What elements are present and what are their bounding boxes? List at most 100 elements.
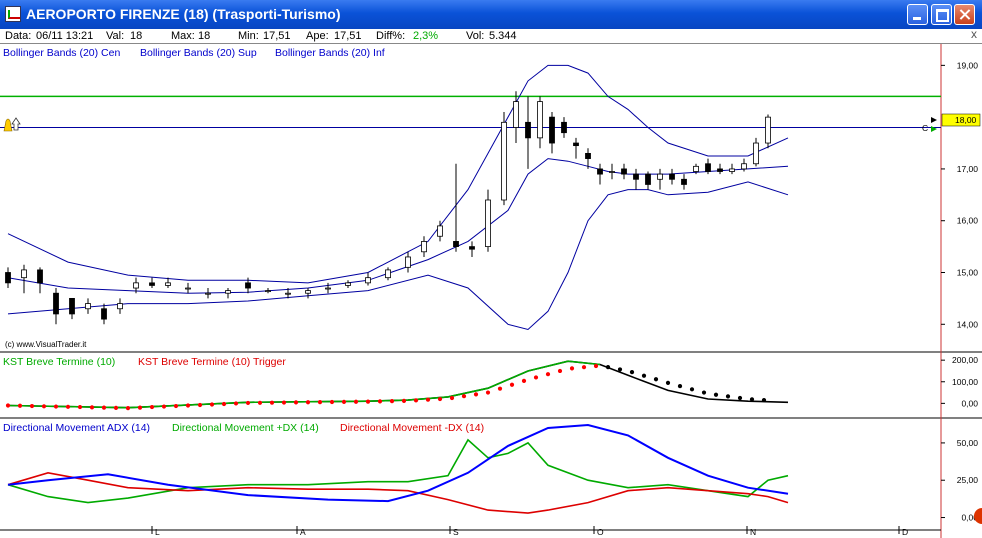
minus-dx-line — [7, 471, 789, 514]
candle — [101, 303, 107, 325]
candle — [717, 163, 723, 175]
close-button[interactable] — [954, 4, 975, 25]
scroll-indicator-icon[interactable] — [974, 508, 982, 524]
axis-label: 100,00 — [952, 377, 978, 387]
kst-trigger-dot — [701, 390, 707, 395]
app-chart-icon — [5, 6, 21, 22]
candle-body — [265, 290, 271, 293]
kst-trigger-dot — [221, 401, 227, 407]
info-close-button[interactable]: x — [971, 27, 977, 41]
axis-label: 0,00 — [961, 398, 978, 408]
candle-body — [609, 171, 615, 173]
ape-label: Ape: — [306, 30, 329, 42]
adx-axis-labels: 0,00 25,00 50,00 — [941, 438, 978, 523]
candle-body — [765, 116, 771, 144]
kst-trigger-dot — [305, 400, 311, 405]
candle-body — [585, 152, 591, 159]
legend-adx: Directional Movement ADX (14) — [3, 422, 150, 434]
axis-label: 15,00 — [957, 268, 979, 278]
axis-label: 200,00 — [952, 355, 978, 365]
plus-dx-line — [7, 438, 789, 504]
minimize-button[interactable] — [907, 4, 928, 25]
candle-body — [485, 199, 491, 248]
candle — [225, 288, 231, 299]
candle-body — [453, 241, 459, 248]
data-label: Data: — [5, 30, 32, 42]
candle-body — [669, 173, 675, 180]
kst-trigger-dot — [473, 392, 479, 397]
candle — [245, 277, 251, 294]
candle-body — [645, 173, 651, 185]
candle-body — [573, 142, 579, 147]
window-title: AEROPORTO FIRENZE (18) (Trasporti-Turism… — [26, 6, 341, 22]
vol-value: 5.344 — [489, 30, 517, 42]
kst-trigger-dot — [605, 365, 611, 370]
candle — [325, 282, 331, 294]
candle-body — [385, 269, 391, 279]
legend-bb-cen: Bollinger Bands (20) Cen — [3, 47, 120, 59]
candle-body — [597, 168, 603, 175]
current-price-box — [941, 113, 981, 127]
candle-body — [225, 290, 231, 294]
alarm-bell-icon[interactable] — [3, 118, 13, 132]
window-titlebar: AEROPORTO FIRENZE (18) (Trasporti-Turism… — [0, 0, 982, 29]
kst-trigger-dot — [269, 400, 275, 405]
kst-trigger-dot — [689, 387, 695, 392]
maximize-button[interactable] — [931, 4, 952, 25]
adx-lines — [7, 423, 789, 514]
kst-trigger-dot — [725, 394, 731, 399]
kst-trigger-dot — [641, 373, 647, 378]
candle-body — [405, 256, 411, 268]
kst-trigger-dot — [185, 403, 191, 408]
kst-trigger-dot — [761, 397, 767, 403]
candle-body — [633, 173, 639, 180]
legend-kst: KST Breve Termine (10) — [3, 356, 115, 368]
candle-body — [185, 287, 191, 290]
axis-label: 50,00 — [957, 438, 979, 448]
chart-area: L A S O N D Bollinger Bands (20) Cen Bollinge… — [0, 44, 982, 538]
kst-trigger-dot — [29, 403, 35, 409]
candle-body — [325, 287, 331, 290]
time-label: D — [902, 527, 908, 537]
candle — [485, 189, 491, 252]
candle-body — [345, 282, 351, 286]
candle — [421, 236, 427, 257]
candle — [729, 163, 735, 175]
val-value: 18 — [130, 30, 143, 42]
candle — [85, 298, 91, 314]
kst-trigger-dot — [317, 400, 323, 405]
candle-body — [621, 168, 627, 175]
watermark: (c) www.VisualTrader.it — [5, 340, 87, 349]
candle-body — [469, 246, 475, 250]
candle — [585, 148, 591, 169]
max-label: Max: — [171, 30, 195, 42]
candle — [305, 288, 311, 299]
candle — [69, 297, 75, 320]
price-marker-icon: C — [922, 117, 937, 133]
candle — [437, 220, 443, 242]
kst-trigger-dot — [53, 404, 59, 409]
vol-label: Vol: — [466, 30, 485, 42]
adx-legend: Directional Movement ADX (14) Directiona… — [3, 422, 484, 434]
candle — [753, 137, 759, 167]
kst-trigger-dot — [437, 396, 443, 402]
up-arrow-icon[interactable] — [11, 117, 21, 131]
candle-body — [117, 303, 123, 310]
kst-trigger-dot — [713, 392, 719, 397]
candle-body — [69, 297, 75, 315]
candle — [165, 277, 171, 289]
current-price-label: 18,00 — [955, 115, 977, 125]
diff-value: 2,3% — [413, 30, 439, 42]
kst-trigger-dot — [257, 400, 263, 405]
candle — [669, 168, 675, 185]
kst-trigger-dot — [593, 363, 599, 369]
kst-trigger-dot — [125, 406, 131, 411]
kst-trigger-dot — [749, 397, 755, 402]
candle — [345, 280, 351, 289]
price-candles — [5, 91, 771, 325]
candle — [365, 272, 371, 286]
kst-trigger-dot — [377, 399, 383, 404]
candle-body — [437, 225, 443, 237]
kst-trigger-dot — [89, 405, 95, 410]
candle-body — [657, 173, 663, 180]
